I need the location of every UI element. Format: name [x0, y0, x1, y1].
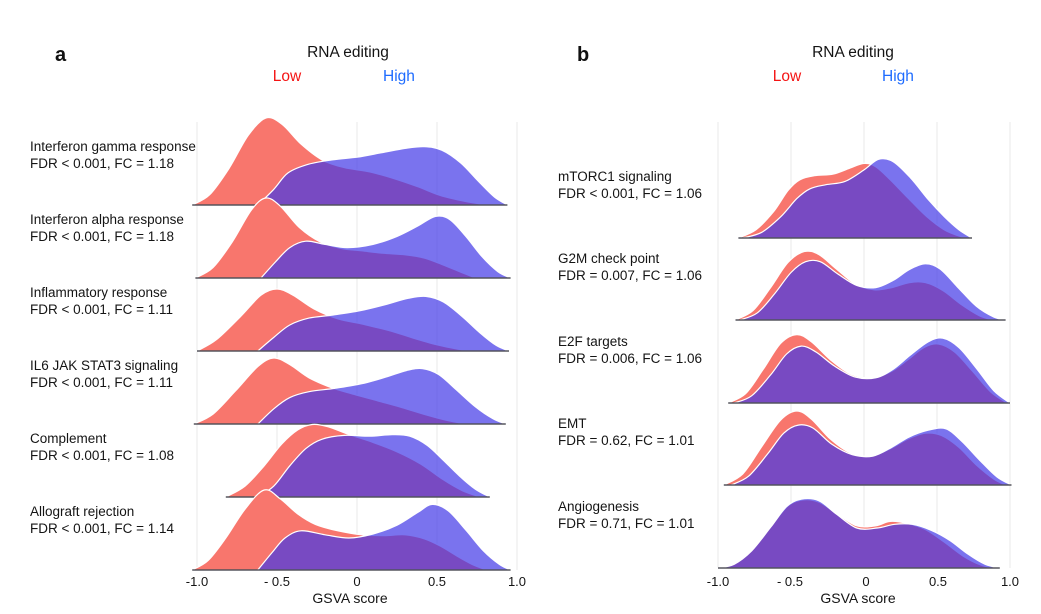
- density-curve-high: [257, 367, 507, 425]
- pathway-stats: FDR < 0.001, FC = 1.08: [30, 448, 175, 463]
- panel-b-legend-title: RNA editing: [812, 44, 894, 61]
- panel-b-plot-area: [695, 92, 1041, 584]
- density-curve-high: [257, 433, 491, 498]
- x-axis-title: GSVA score: [312, 590, 388, 606]
- panel-a-high-label: High: [383, 68, 415, 85]
- pathway-name: E2F targets: [558, 334, 628, 349]
- x-tick-label: 1.0: [1000, 574, 1020, 589]
- pathway-stats: FDR < 0.001, FC = 1.06: [558, 186, 703, 201]
- panel-b-low-label: Low: [772, 68, 802, 85]
- density-curve-high: [260, 215, 512, 279]
- row-label: Interferon gamma response FDR < 0.001, F…: [30, 138, 250, 172]
- row-label: Complement FDR < 0.001, FC = 1.08: [30, 430, 250, 464]
- pathway-name: Interferon alpha response: [30, 212, 184, 227]
- pathway-stats: FDR = 0.62, FC = 1.01: [558, 433, 695, 448]
- pathway-name: EMT: [558, 416, 587, 431]
- row-label: EMT FDR = 0.62, FC = 1.01: [558, 415, 778, 449]
- panel-a-letter: a: [55, 44, 67, 66]
- density-curve-high: [257, 146, 508, 206]
- row-label: E2F targets FDR = 0.006, FC = 1.06: [558, 333, 778, 367]
- pathway-name: Inflammatory response: [30, 285, 168, 300]
- panel-a-low-label: Low: [272, 68, 302, 85]
- x-tick-label: -1.0: [706, 574, 730, 589]
- pathway-name: Allograft rejection: [30, 504, 135, 519]
- density-curve-high: [733, 337, 1011, 404]
- pathway-name: G2M check point: [558, 251, 660, 266]
- pathway-stats: FDR < 0.001, FC = 1.14: [30, 521, 175, 536]
- row-label: mTORC1 signaling FDR < 0.001, FC = 1.06: [558, 168, 778, 202]
- pathway-stats: FDR = 0.006, FC = 1.06: [558, 351, 703, 366]
- density-curve-high: [717, 497, 1001, 569]
- density-curve-high: [742, 158, 973, 239]
- ridgeline-panel-svg: [717, 122, 1013, 569]
- pathway-name: Angiogenesis: [558, 499, 640, 514]
- x-axis-title: GSVA score: [820, 590, 896, 606]
- x-tick-label: 0.5: [928, 574, 948, 589]
- pathway-name: Interferon gamma response: [30, 139, 196, 154]
- pathway-stats: FDR = 0.71, FC = 1.01: [558, 516, 695, 531]
- pathway-stats: FDR < 0.001, FC = 1.11: [30, 302, 174, 317]
- density-curve-high: [257, 503, 512, 571]
- density-curve-high: [739, 259, 1007, 321]
- row-label: G2M check point FDR = 0.007, FC = 1.06: [558, 250, 778, 284]
- panel-a-legend-title: RNA editing: [307, 44, 389, 61]
- x-tick-label: 0.5: [427, 574, 447, 589]
- pathway-name: mTORC1 signaling: [558, 169, 672, 184]
- panel-b-letter: b: [577, 44, 590, 66]
- pathway-name: IL6 JAK STAT3 signaling: [30, 358, 179, 373]
- ridgeline-panel-svg: [191, 116, 518, 571]
- density-curve-high: [730, 424, 1013, 486]
- x-tick-label: 1.0: [507, 574, 527, 589]
- pathway-stats: FDR < 0.001, FC = 1.18: [30, 156, 175, 171]
- row-label: Interferon alpha response FDR < 0.001, F…: [30, 211, 250, 245]
- panel-a-plot-area: [180, 92, 550, 584]
- row-label: Allograft rejection FDR < 0.001, FC = 1.…: [30, 503, 250, 537]
- x-tick-label: 0: [353, 574, 361, 589]
- pathway-stats: FDR < 0.001, FC = 1.18: [30, 229, 175, 244]
- x-tick-label: 0: [862, 574, 870, 589]
- density-curve-high: [257, 295, 510, 352]
- panel-b-high-label: High: [882, 68, 914, 85]
- row-label: Angiogenesis FDR = 0.71, FC = 1.01: [558, 498, 778, 532]
- x-tick-label: - 0.5: [776, 574, 803, 589]
- pathway-name: Complement: [30, 431, 107, 446]
- pathway-stats: FDR < 0.001, FC = 1.11: [30, 375, 174, 390]
- row-label: IL6 JAK STAT3 signaling FDR < 0.001, FC …: [30, 357, 250, 391]
- x-tick-label: -1.0: [185, 574, 209, 589]
- x-tick-label: - 0.5: [263, 574, 290, 589]
- pathway-stats: FDR = 0.007, FC = 1.06: [558, 268, 703, 283]
- row-label: Inflammatory response FDR < 0.001, FC = …: [30, 284, 250, 318]
